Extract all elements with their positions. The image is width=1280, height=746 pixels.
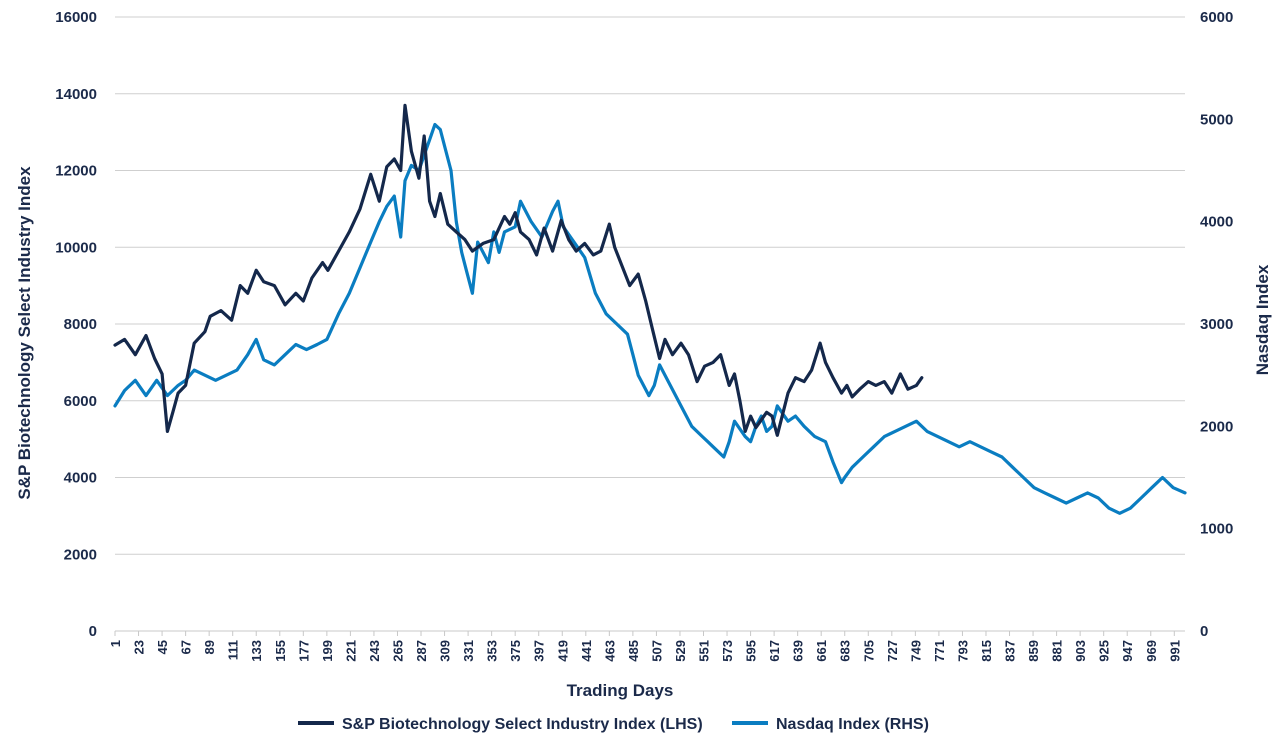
legend-label-biotech: S&P Biotechnology Select Industry Index … xyxy=(342,716,703,733)
left-tick-label: 4000 xyxy=(64,470,97,487)
legend: S&P Biotechnology Select Industry Index … xyxy=(298,716,929,733)
x-tick-label: 67 xyxy=(179,640,194,654)
x-tick-label: 903 xyxy=(1073,640,1088,662)
left-tick-label: 8000 xyxy=(64,316,97,333)
x-tick-label: 705 xyxy=(861,640,876,662)
x-tick-label: 485 xyxy=(626,640,641,662)
right-tick-label: 3000 xyxy=(1200,316,1233,333)
left-tick-label: 10000 xyxy=(55,239,97,256)
right-tick-label: 4000 xyxy=(1200,214,1233,231)
x-tick-label: 969 xyxy=(1144,640,1159,662)
x-tick-label: 683 xyxy=(838,640,853,662)
left-tick-label: 16000 xyxy=(55,9,97,26)
x-tick-label: 397 xyxy=(532,640,547,662)
right-axis-ticks: 0 1000 2000 3000 4000 5000 6000 xyxy=(1200,9,1233,640)
x-tick-label: 991 xyxy=(1167,640,1182,662)
series-line-biotech xyxy=(113,103,924,437)
x-tick-label: 243 xyxy=(367,640,382,662)
left-tick-label: 0 xyxy=(89,623,97,640)
x-tick-label: 45 xyxy=(155,640,170,654)
left-tick-label: 12000 xyxy=(55,163,97,180)
x-tick-label: 111 xyxy=(226,640,241,660)
x-axis-ticks: 1 23 45 67 89 111 133 155 177 199 221 243 265 287 309 3… xyxy=(108,631,1182,662)
left-tick-label: 14000 xyxy=(55,86,97,103)
x-tick-label: 221 xyxy=(343,640,358,662)
x-tick-label: 1 xyxy=(108,640,123,647)
x-tick-label: 617 xyxy=(767,640,782,662)
x-tick-label: 573 xyxy=(720,640,735,662)
x-tick-label: 23 xyxy=(132,640,147,654)
x-tick-label: 771 xyxy=(932,640,947,662)
right-axis-title: Nasdaq Index xyxy=(1253,264,1272,375)
x-tick-label: 507 xyxy=(649,640,664,662)
x-axis-title: Trading Days xyxy=(567,681,674,700)
x-tick-label: 353 xyxy=(485,640,500,662)
x-tick-label: 661 xyxy=(814,640,829,662)
left-axis-title: S&P Biotechnology Select Industry Index xyxy=(15,166,34,500)
x-tick-label: 177 xyxy=(296,640,311,662)
grid-lines xyxy=(115,16,1185,555)
x-tick-label: 639 xyxy=(791,640,806,662)
x-tick-label: 947 xyxy=(1120,640,1135,662)
right-tick-label: 1000 xyxy=(1200,521,1233,538)
x-tick-label: 749 xyxy=(908,640,923,662)
x-tick-label: 199 xyxy=(320,640,335,662)
x-tick-label: 419 xyxy=(555,640,570,662)
x-tick-label: 287 xyxy=(414,640,429,662)
x-tick-label: 441 xyxy=(579,640,594,662)
x-tick-label: 309 xyxy=(438,640,453,662)
series-lines xyxy=(113,103,1187,515)
right-tick-label: 0 xyxy=(1200,623,1208,640)
x-tick-label: 133 xyxy=(249,640,264,662)
legend-label-nasdaq: Nasdaq Index (RHS) xyxy=(776,716,929,733)
series-line-nasdaq xyxy=(113,122,1187,515)
x-tick-label: 375 xyxy=(508,640,523,662)
left-axis-ticks: 0 2000 4000 6000 8000 10000 12000 14000 16000 xyxy=(55,9,97,640)
x-tick-label: 463 xyxy=(602,640,617,662)
x-tick-label: 265 xyxy=(390,640,405,662)
right-tick-label: 2000 xyxy=(1200,418,1233,435)
right-tick-label: 6000 xyxy=(1200,9,1233,26)
x-tick-label: 881 xyxy=(1050,640,1065,662)
left-tick-label: 2000 xyxy=(64,546,97,563)
x-tick-label: 837 xyxy=(1003,640,1018,662)
x-tick-label: 331 xyxy=(461,640,476,662)
x-tick-label: 815 xyxy=(979,640,994,662)
x-tick-label: 925 xyxy=(1097,640,1112,662)
x-tick-label: 551 xyxy=(697,640,712,662)
x-tick-label: 529 xyxy=(673,640,688,662)
x-tick-label: 793 xyxy=(955,640,970,662)
right-tick-label: 5000 xyxy=(1200,111,1233,128)
left-tick-label: 6000 xyxy=(64,393,97,410)
x-tick-label: 859 xyxy=(1026,640,1041,662)
x-tick-label: 89 xyxy=(202,640,217,654)
x-tick-label: 155 xyxy=(273,640,288,662)
x-tick-label: 595 xyxy=(744,640,759,662)
x-tick-label: 727 xyxy=(885,640,900,662)
